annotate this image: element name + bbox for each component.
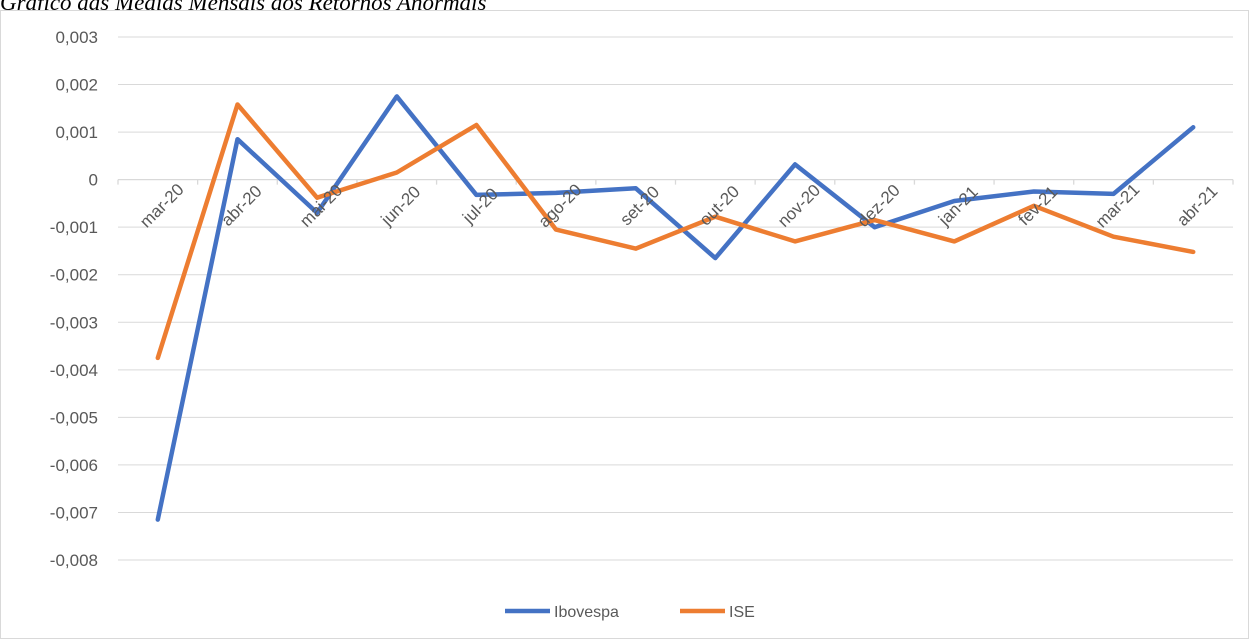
series-line-ibovespa — [155, 94, 1196, 522]
y-tick-label: -0,002 — [50, 266, 98, 285]
y-tick-label: 0,003 — [55, 28, 98, 47]
y-tick-label: -0,007 — [50, 503, 98, 522]
x-tick-label: fev-21 — [1015, 182, 1062, 229]
x-tick-label: jul-20 — [458, 184, 502, 228]
legend: Ibovespa ISE — [505, 604, 755, 621]
legend-label: Ibovespa — [554, 604, 619, 621]
y-tick-label: -0,006 — [50, 456, 98, 475]
y-tick-label: -0,008 — [50, 551, 98, 570]
y-tick-label: 0,001 — [55, 123, 98, 142]
y-tick-label: -0,003 — [50, 313, 98, 332]
y-tick-label: -0,001 — [50, 218, 98, 237]
x-tick-label: jun-20 — [377, 182, 425, 230]
y-axis-ticks: 0,003 0,002 0,001 0 -0,001 -0,002 -0,003 -0,004… — [50, 28, 98, 570]
series-lines — [155, 94, 1196, 522]
series-line-ise — [155, 102, 1196, 361]
y-tick-label: -0,004 — [50, 361, 98, 380]
x-tick-label: ago-20 — [535, 180, 586, 231]
x-tick-label: mar-20 — [136, 180, 188, 232]
chart-area — [0, 10, 1249, 639]
x-tick-label: abr-21 — [1173, 182, 1221, 230]
legend-label: ISE — [729, 604, 755, 621]
x-tick-label: nov-20 — [774, 181, 824, 231]
y-tick-label: -0,005 — [50, 408, 98, 427]
x-tick-label: mai-20 — [296, 181, 346, 231]
gridlines — [118, 36, 1233, 561]
y-tick-label: 0,002 — [55, 76, 98, 95]
y-tick-label: 0 — [89, 171, 98, 190]
